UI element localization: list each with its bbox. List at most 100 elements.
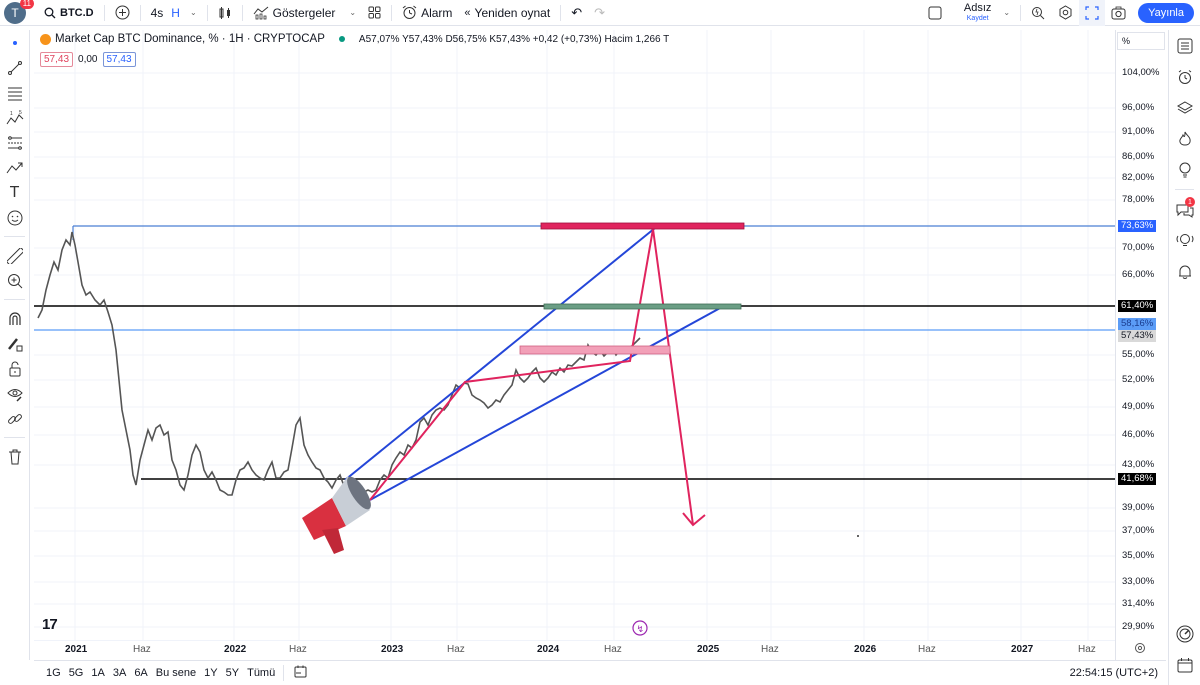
zone-green[interactable]: [543, 303, 742, 310]
range-button[interactable]: Bu sene: [155, 667, 197, 679]
ideas-button[interactable]: [1169, 154, 1200, 185]
price-level-badge[interactable]: 61,40%: [1118, 300, 1157, 312]
gear-icon: [1059, 5, 1072, 20]
settings-button[interactable]: [1052, 0, 1079, 26]
range-button[interactable]: 1A: [91, 667, 105, 679]
notifications-button[interactable]: [1169, 256, 1200, 287]
time-scale[interactable]: 2021 Haz 2022 Haz 2023 Haz 2024 Haz 2025 Haz 2026 H…: [34, 640, 1115, 660]
price-tick: 31,40%: [1122, 598, 1155, 609]
watchlist-button[interactable]: [1169, 30, 1200, 61]
user-avatar[interactable]: T 11: [4, 0, 34, 24]
indicators-button[interactable]: Göstergeler ⌄: [247, 0, 362, 26]
price-tick: 86,00%: [1122, 151, 1155, 162]
scale-settings-button[interactable]: [1134, 641, 1146, 659]
lock-drawings-tool[interactable]: [0, 331, 29, 356]
price-level-badge[interactable]: 73,63%: [1118, 220, 1157, 232]
scale-unit-box[interactable]: %: [1117, 32, 1165, 50]
divider: [241, 4, 243, 21]
crosshair-tool[interactable]: [0, 30, 29, 55]
calendar-arrow-icon: [294, 665, 307, 678]
price-chart[interactable]: ↯: [34, 30, 1166, 660]
lightning-event-icon[interactable]: [632, 620, 648, 636]
lock-tool[interactable]: [0, 356, 29, 381]
forecast-tool[interactable]: [0, 155, 29, 180]
link-tool[interactable]: [0, 406, 29, 431]
layout-menu-chevron[interactable]: ⌄: [997, 0, 1016, 26]
range-button[interactable]: 3A: [112, 667, 127, 679]
layouts-button[interactable]: [362, 0, 387, 26]
chats-button[interactable]: 1: [1169, 194, 1200, 225]
range-button[interactable]: Tümü: [247, 667, 276, 679]
target-zone-red[interactable]: [540, 222, 745, 230]
replay-button[interactable]: « Yeniden oynat: [464, 5, 551, 20]
delete-tool[interactable]: [0, 444, 29, 469]
range-button[interactable]: 6A: [134, 667, 148, 679]
gear-icon: [1135, 643, 1145, 653]
goto-date-button[interactable]: [288, 665, 313, 681]
range-button[interactable]: 1G: [46, 667, 61, 679]
layout-name-button[interactable]: Adsız Kaydet: [963, 1, 992, 22]
streams-button[interactable]: [1169, 225, 1200, 256]
zone-pink[interactable]: [519, 345, 671, 355]
fullscreen-icon: [1085, 5, 1099, 20]
calendar-button[interactable]: [1169, 649, 1200, 680]
time-tick: 2023: [381, 644, 404, 655]
trendline-tool[interactable]: [0, 55, 29, 80]
chart-type-button[interactable]: [212, 0, 238, 26]
price-level-badge[interactable]: 57,43%: [1118, 330, 1157, 342]
clock[interactable]: 22:54:15 (UTC+2): [1069, 667, 1158, 679]
price-tick: 39,00%: [1122, 502, 1155, 513]
rewind-icon: «: [464, 6, 471, 19]
divider: [139, 4, 141, 21]
data-window-button[interactable]: [1169, 618, 1200, 649]
price-tick: 33,00%: [1122, 576, 1155, 587]
compare-symbol-button[interactable]: [109, 0, 136, 26]
symbol-search-button[interactable]: BTC.D: [38, 0, 100, 26]
divider: [1175, 189, 1194, 190]
price-level-badge[interactable]: 58,16%: [1118, 318, 1157, 330]
wedge-upper-trendline[interactable]: [344, 227, 656, 481]
list-icon: [1177, 38, 1192, 53]
quick-search-icon: [1032, 7, 1045, 20]
range-button[interactable]: 1Y: [204, 667, 218, 679]
interval-dropdown[interactable]: 4s H ⌄: [150, 5, 197, 20]
buy-value[interactable]: 57,43: [102, 52, 136, 67]
emoji-tool[interactable]: [0, 205, 29, 230]
tradingview-logo[interactable]: 17: [42, 616, 58, 633]
fib-tool[interactable]: [0, 80, 29, 105]
pink-projection-path[interactable]: [369, 228, 694, 526]
quick-search-button[interactable]: [1025, 0, 1052, 26]
range-button[interactable]: 5G: [68, 667, 84, 679]
smiley-icon: [7, 210, 22, 225]
price-level-badge[interactable]: 41,68%: [1118, 473, 1157, 485]
camera-icon: [1111, 6, 1126, 19]
sell-value[interactable]: 57,43: [40, 52, 74, 67]
undo-button[interactable]: ↶: [565, 0, 588, 26]
megaphone-sticker[interactable]: [302, 473, 375, 554]
alerts-button[interactable]: [1169, 61, 1200, 92]
top-toolbar: T 11 BTC.D 4s H ⌄ Göstergeler ⌄ Alarm « …: [0, 0, 1200, 26]
redo-button[interactable]: ↷: [588, 0, 611, 26]
projection-tool[interactable]: [0, 130, 29, 155]
trendline-icon: [7, 60, 22, 75]
text-icon: T: [9, 183, 20, 201]
hide-drawings-tool[interactable]: [0, 381, 29, 406]
range-button[interactable]: 5Y: [225, 667, 240, 679]
price-scale[interactable]: 104,00% 96,00% 91,00% 86,00% 82,00% 78,00% 70,…: [1115, 30, 1165, 660]
zoom-tool[interactable]: [0, 268, 29, 293]
object-tree-button[interactable]: [1169, 92, 1200, 123]
hotlists-button[interactable]: [1169, 123, 1200, 154]
publish-button[interactable]: Yayınla: [1138, 2, 1194, 23]
wedge-lower-trendline[interactable]: [369, 306, 723, 501]
screenshot-button[interactable]: [1105, 0, 1132, 26]
alarm-button[interactable]: Alarm: [396, 0, 458, 26]
magnet-tool[interactable]: [0, 306, 29, 331]
price-tick: 29,90%: [1122, 621, 1155, 632]
text-tool[interactable]: T: [0, 180, 29, 205]
fullscreen-button[interactable]: [1079, 0, 1106, 26]
multi-layout-button[interactable]: [922, 0, 948, 26]
market-status-dot: [338, 36, 345, 42]
time-tick: 2026: [854, 644, 877, 655]
measure-tool[interactable]: [0, 243, 29, 268]
